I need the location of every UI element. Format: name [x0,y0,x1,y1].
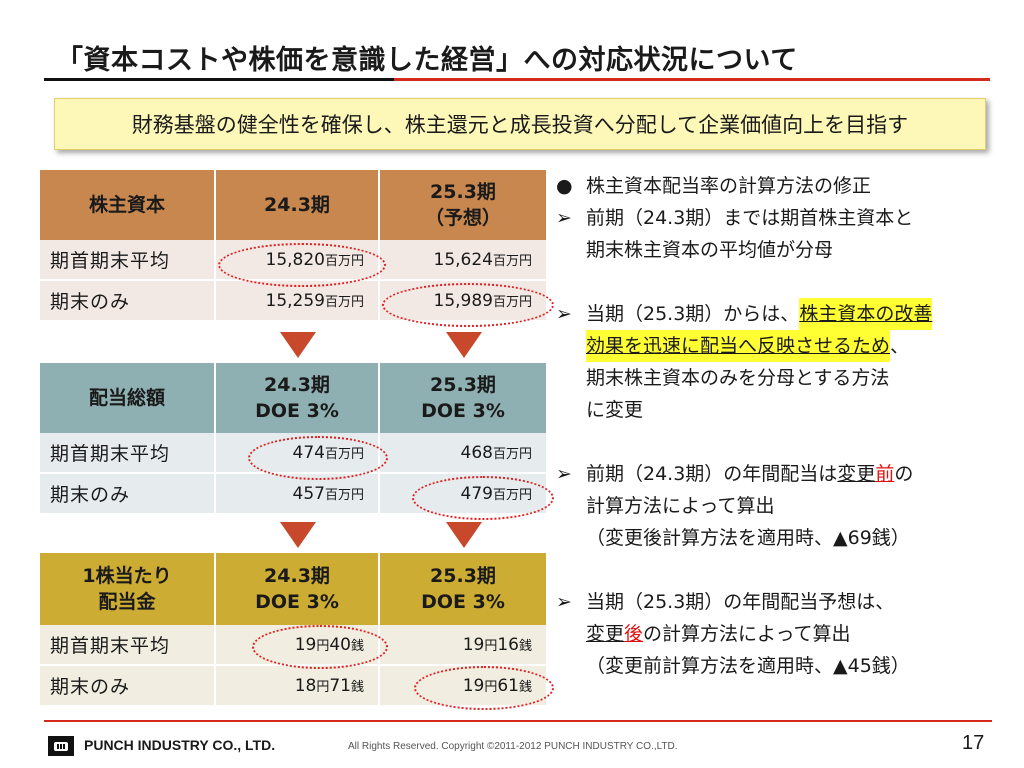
highlighted-text: 効果を迅速に配当へ反映させるため [586,330,891,362]
copyright-text: All Rights Reserved. Copyright ©2011-201… [348,741,678,752]
arrow-bullet-icon: ➢ [556,207,572,229]
goal-banner: 財務基盤の健全性を確保し、株主還元と成長投資へ分配して企業価値向上を目指す [54,98,986,150]
highlight-ellipse [382,283,554,327]
title-underline [44,78,394,81]
note-item: ➢ 当期（25.3期）からは、 株主資本の改善 効果を迅速に配当へ反映させるため、 … [556,298,1006,426]
footer-divider [44,720,992,722]
header-fy25: 25.3期 （予想） [424,181,501,229]
down-arrow-icon [280,332,316,358]
company-name: PUNCH INDUSTRY CO., LTD. [84,737,276,753]
highlighted-text: 株主資本の改善 [799,298,933,330]
dividend-per-share-table: 1株当たり 配当金 24.3期 DOE 3% 25.3期 DOE 3% 期首期末平均 … [40,553,546,707]
company-logo-icon [48,736,74,756]
note-item: ● 株主資本配当率の計算方法の修正 [556,170,1006,202]
note-item: ➢ 前期（24.3期）の年間配当は 変更前の 計算方法によって算出 （変更後計算方法… [556,458,1006,554]
table-header: 配当総額 24.3期 DOE 3% 25.3期 DOE 3% [40,363,546,433]
note-item: ➢ 当期（25.3期）の年間配当予想は、 変更後の計算方法によって算出 （変更前計… [556,586,1006,682]
highlight-ellipse [414,666,554,710]
header-fy25: 25.3期 DOE 3% [421,565,505,613]
header-fy24: 24.3期 [216,170,380,240]
header-dividend-total: 配当総額 [40,363,216,433]
page-number: 17 [962,732,985,754]
note-item: ➢ 前期（24.3期）までは期首株主資本と 期末株主資本の平均値が分母 [556,202,1006,266]
header-per-share: 1株当たり 配当金 [40,553,216,625]
header-equity: 株主資本 [40,170,216,240]
title-underline-accent [394,78,990,81]
page-title: 「資本コストや株価を意識した経営」への対応状況について [56,45,798,76]
arrow-bullet-icon: ➢ [556,591,572,613]
highlight-ellipse [252,625,388,669]
highlight-ellipse [248,436,388,480]
arrow-bullet-icon: ➢ [556,463,572,485]
header-fy25: 25.3期 DOE 3% [421,374,505,422]
notes-list: ● 株主資本配当率の計算方法の修正 ➢ 前期（24.3期）までは期首株主資本と 期末… [556,170,1006,714]
highlight-ellipse [412,476,554,520]
bullet-icon: ● [556,175,573,197]
header-fy24: 24.3期 DOE 3% [216,553,380,625]
down-arrow-icon [446,332,482,358]
table-header: 株主資本 24.3期 25.3期 （予想） [40,170,546,240]
table-header: 1株当たり 配当金 24.3期 DOE 3% 25.3期 DOE 3% [40,553,546,625]
header-fy24: 24.3期 DOE 3% [216,363,380,433]
highlight-ellipse [218,243,386,287]
arrow-bullet-icon: ➢ [556,303,572,325]
down-arrow-icon [280,522,316,548]
down-arrow-icon [446,522,482,548]
